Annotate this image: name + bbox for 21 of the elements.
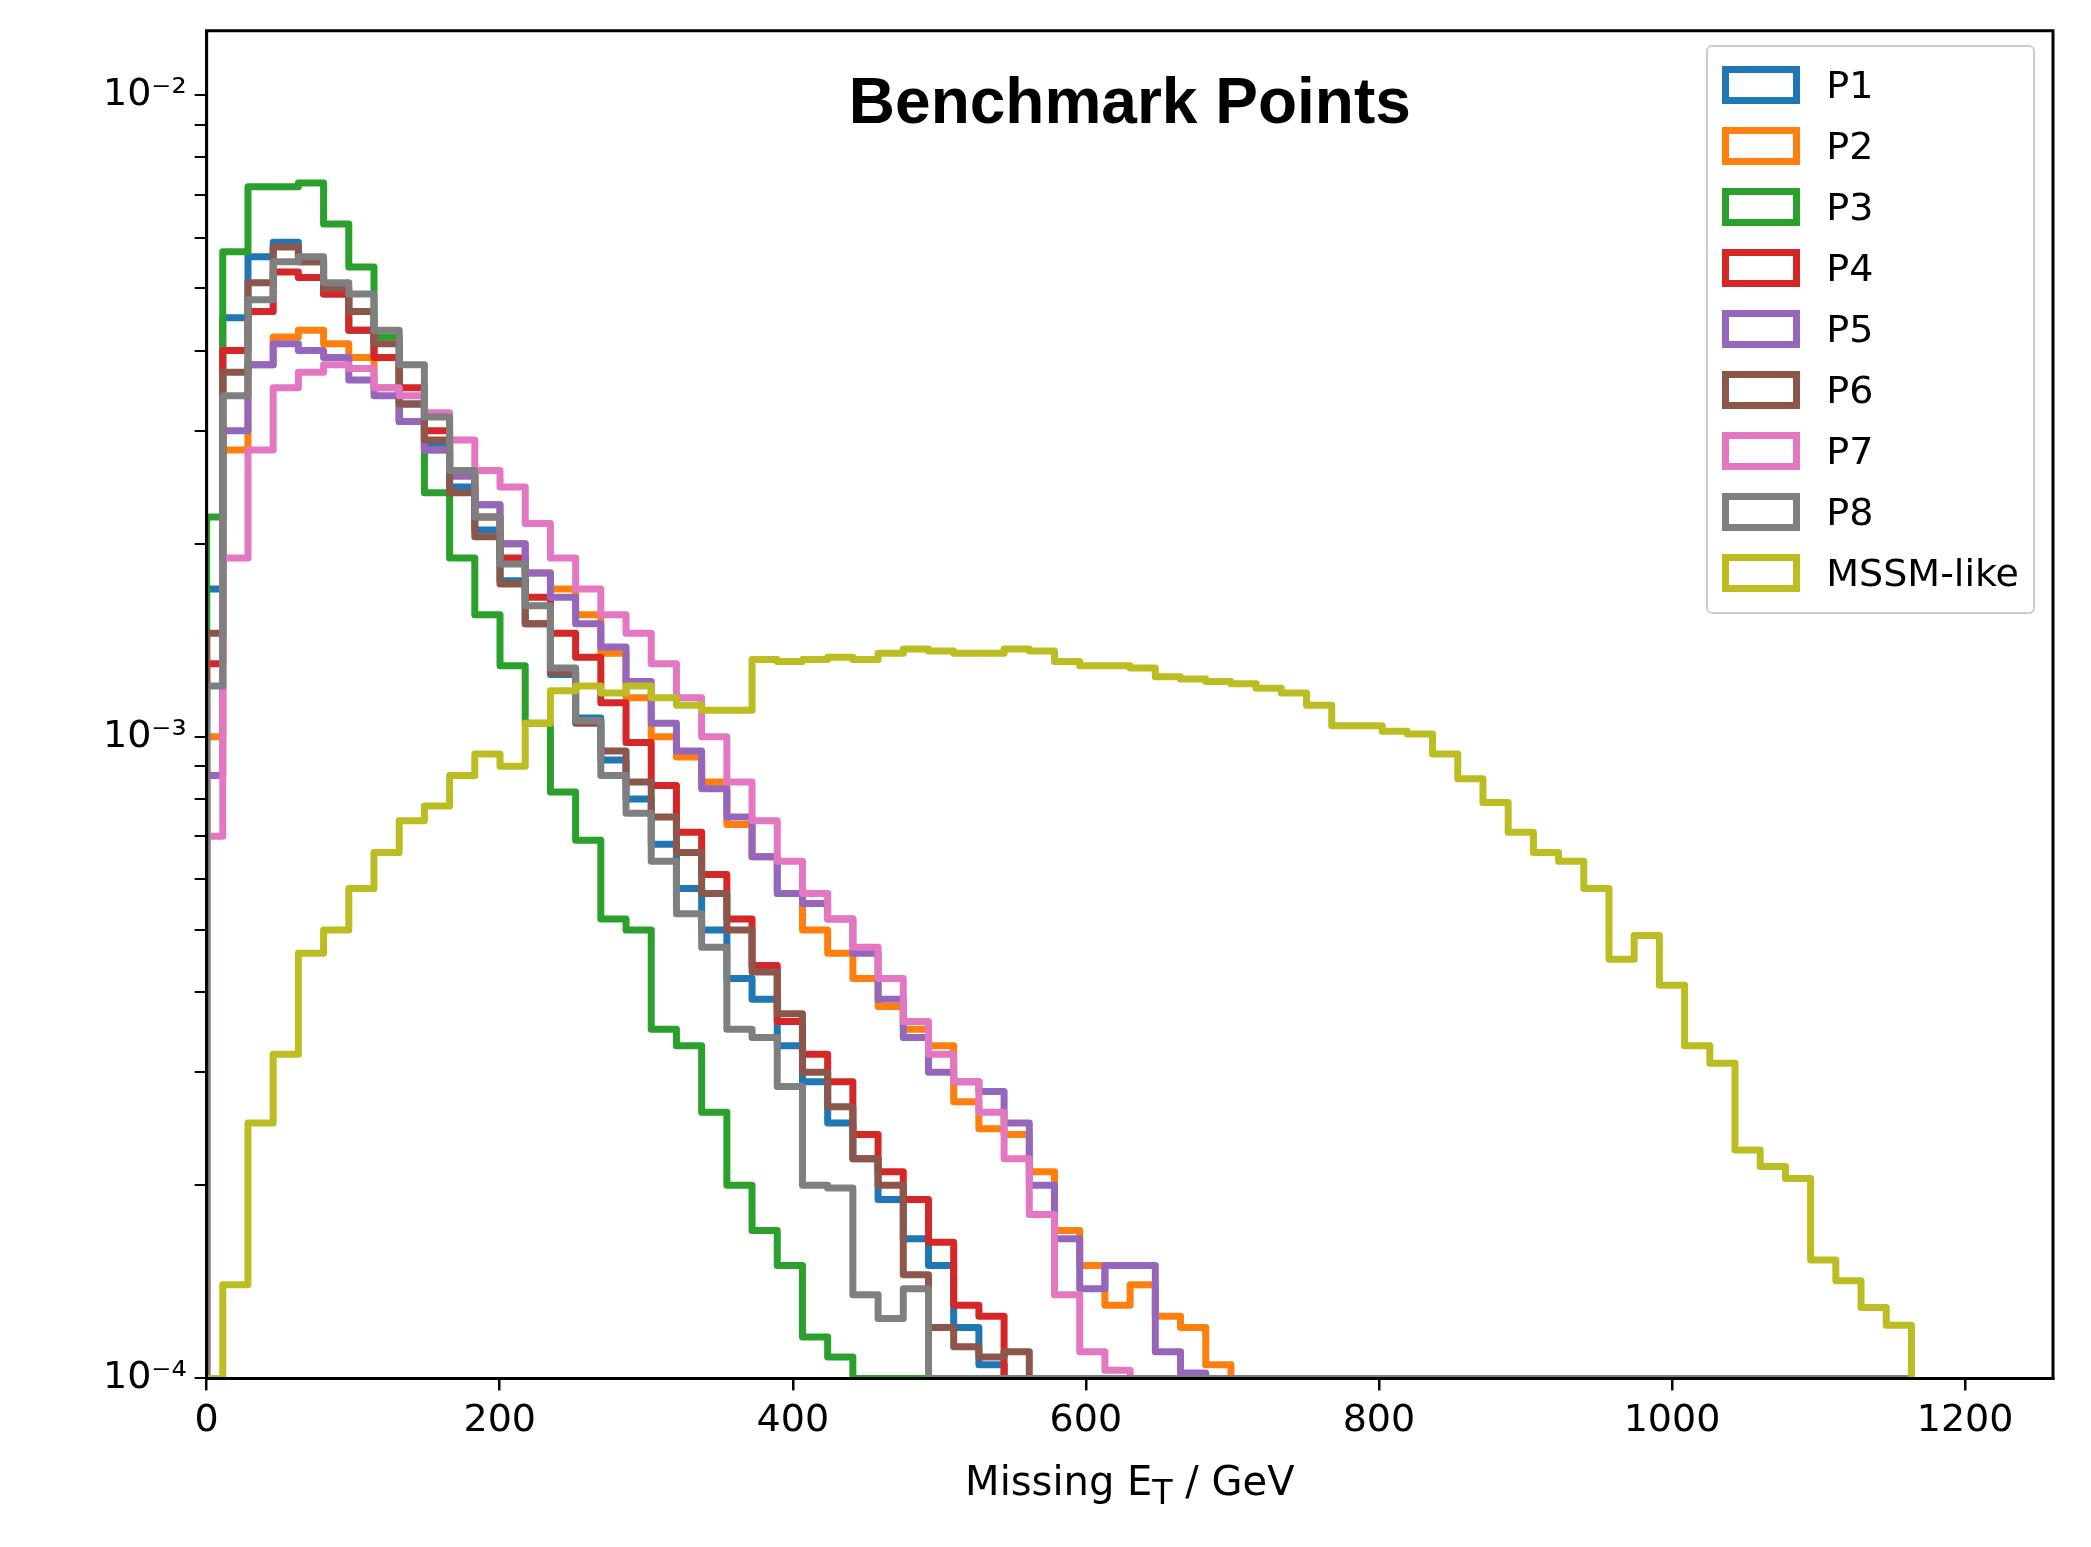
x-tick-label: 600: [1049, 1396, 1123, 1441]
legend-label: P3: [1826, 185, 1874, 230]
x-tick-label: 1200: [1916, 1396, 2014, 1441]
x-tick-label: 0: [194, 1396, 219, 1441]
legend-label: P4: [1826, 246, 1874, 291]
text: Benchmark Points: [848, 65, 1411, 138]
legend-label: P8: [1826, 490, 1874, 535]
legend-label: P7: [1826, 429, 1874, 474]
y-tick-label: 10⁻³: [102, 711, 187, 756]
legend-label: MSSM-like: [1826, 551, 2019, 596]
y-tick-label: 10⁻²: [102, 70, 187, 115]
x-tick-label: 400: [756, 1396, 830, 1441]
x-axis-title: Missing E$_{T}$ / GeV: [965, 1458, 1295, 1513]
x-tick-label: 1000: [1623, 1396, 1721, 1441]
x-tick-label: 800: [1342, 1396, 1416, 1441]
legend-label: P6: [1826, 368, 1874, 413]
x-tick-label: 200: [463, 1396, 536, 1441]
y-tick-label: 10⁻⁴: [102, 1353, 187, 1398]
legend-label: P2: [1826, 124, 1874, 169]
legend-label: P1: [1826, 63, 1874, 108]
legend-label: P5: [1826, 307, 1874, 352]
